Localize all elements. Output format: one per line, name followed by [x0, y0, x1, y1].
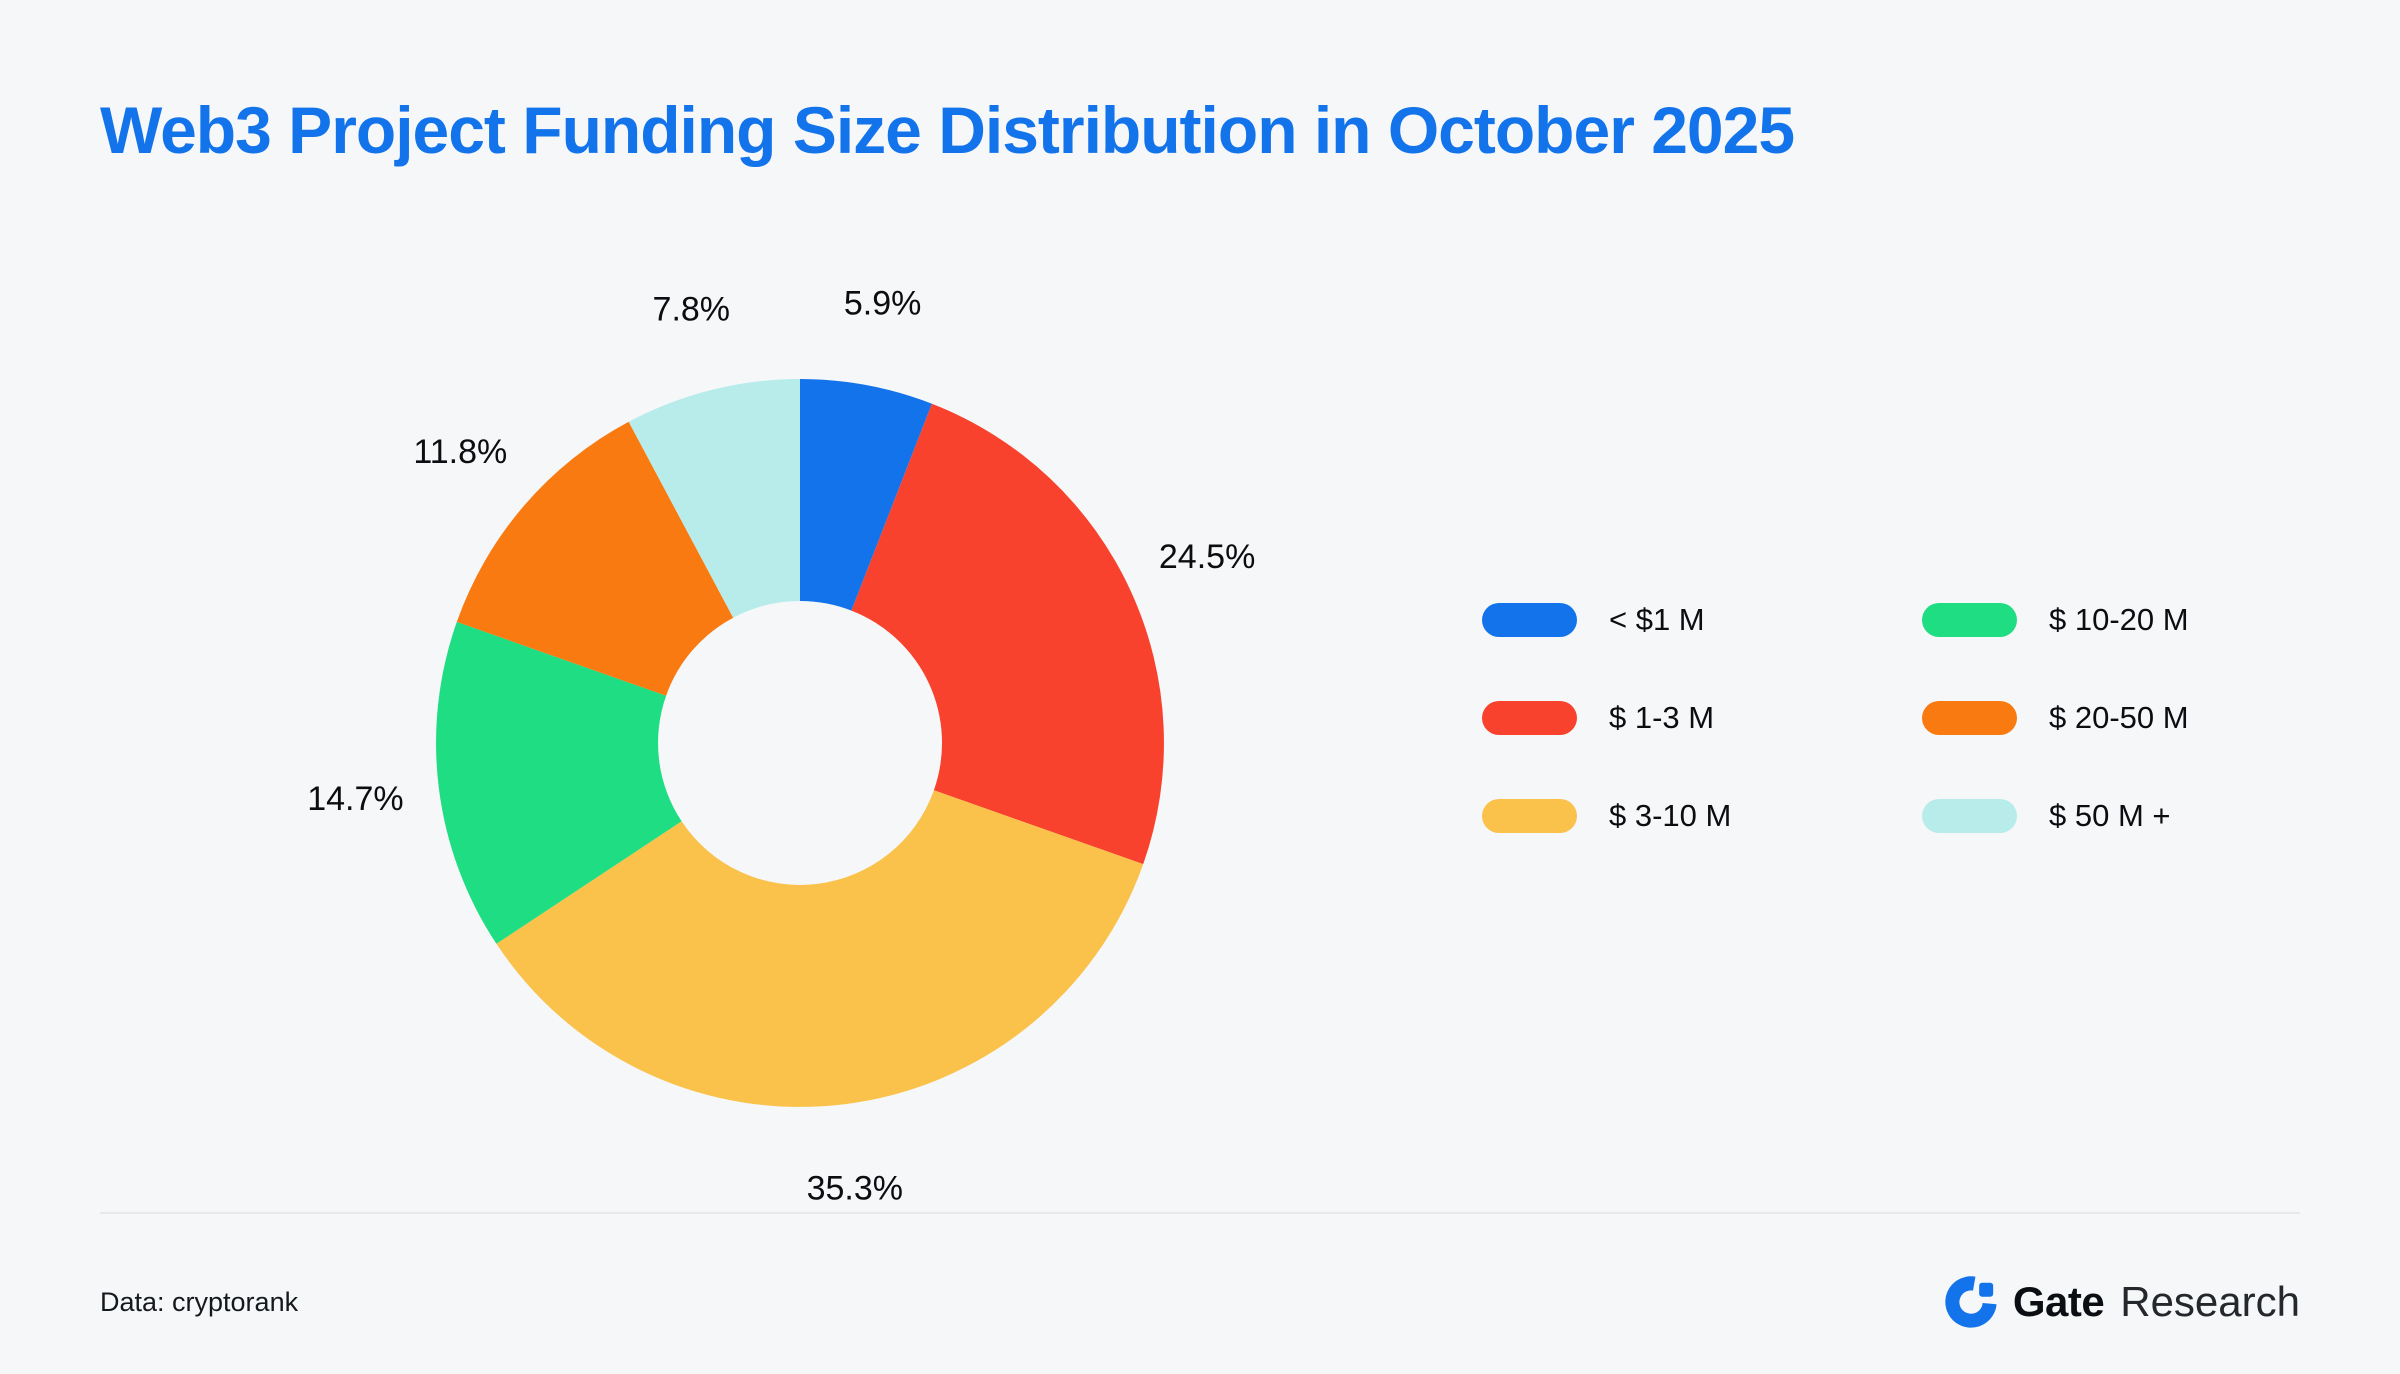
legend-label-lt-1m: < $1 M	[1609, 602, 1705, 637]
legend-label-3-10m: $ 3-10 M	[1609, 798, 1732, 833]
slice-percent-label-1: 5.9%	[844, 285, 922, 323]
legend-item-1-3m: $ 1-3 M	[1482, 700, 1842, 736]
donut-slice-4	[436, 621, 682, 944]
donut-slice-6	[628, 379, 800, 618]
donut-slice-2	[851, 403, 1164, 865]
slice-percent-label-5: 11.8%	[413, 433, 507, 471]
legend-label-50m-plus: $ 50 M +	[2049, 798, 2171, 833]
legend-swatch-3-10m	[1482, 799, 1577, 833]
slice-percent-label-4: 14.7%	[307, 780, 403, 818]
slice-percent-label-6: 7.8%	[653, 290, 731, 328]
donut-slice-1	[800, 378, 932, 611]
donut-slice-3	[496, 790, 1144, 1107]
footer: Data: cryptorank Gate Research	[100, 1252, 2300, 1352]
slice-percent-label-3: 35.3%	[807, 1170, 903, 1208]
brand-logo: Gate Research	[1943, 1274, 2300, 1330]
legend-swatch-lt-1m	[1482, 603, 1577, 637]
brand-name-regular: Research	[2120, 1278, 2300, 1325]
legend-item-lt-1m: < $1 M	[1482, 602, 1842, 638]
legend-swatch-20-50m	[1922, 701, 2017, 735]
brand-name-bold: Gate	[2012, 1278, 2105, 1325]
footer-divider	[100, 1212, 2300, 1214]
chart-legend: < $1 M $ 1-3 M $ 3-10 M $ 10-20 M $ 20-5…	[1482, 602, 2282, 834]
legend-swatch-1-3m	[1482, 701, 1577, 735]
legend-item-20-50m: $ 20-50 M	[1922, 700, 2282, 736]
legend-item-50m-plus: $ 50 M +	[1922, 798, 2282, 834]
donut-slice-5	[456, 421, 734, 696]
gate-logo-icon	[1945, 1276, 1997, 1328]
legend-item-10-20m: $ 10-20 M	[1922, 602, 2282, 638]
legend-label-1-3m: $ 1-3 M	[1609, 700, 1715, 735]
page-title: Web3 Project Funding Size Distribution i…	[100, 93, 1795, 167]
legend-swatch-10-20m	[1922, 603, 2017, 637]
legend-label-20-50m: $ 20-50 M	[2049, 700, 2189, 735]
legend-item-3-10m: $ 3-10 M	[1482, 798, 1842, 834]
legend-swatch-50m-plus	[1922, 799, 2017, 833]
data-source-label: Data: cryptorank	[100, 1286, 299, 1317]
slice-percent-label-2: 24.5%	[1159, 538, 1255, 576]
legend-label-10-20m: $ 10-20 M	[2049, 602, 2189, 637]
